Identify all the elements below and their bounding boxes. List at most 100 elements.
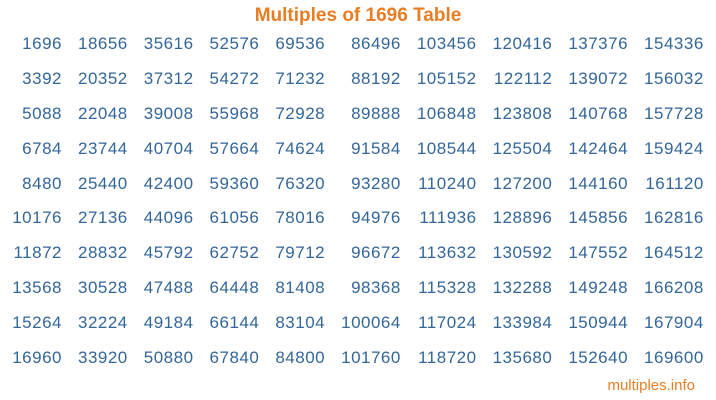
multiple-cell: 72928 xyxy=(275,103,326,123)
multiple-cell: 16960 xyxy=(12,347,62,367)
multiple-cell: 147552 xyxy=(568,243,629,263)
multiple-cell: 30528 xyxy=(77,277,128,297)
multiple-cell: 106848 xyxy=(416,103,477,123)
multiple-cell: 152640 xyxy=(568,347,629,367)
multiple-cell: 50880 xyxy=(143,347,194,367)
multiple-cell: 169600 xyxy=(644,347,704,367)
multiple-cell: 164512 xyxy=(644,243,704,263)
multiple-cell: 40704 xyxy=(143,138,194,158)
multiple-cell: 79712 xyxy=(275,243,326,263)
multiple-cell: 76320 xyxy=(275,173,326,193)
multiple-cell: 162816 xyxy=(644,208,704,228)
multiple-cell: 55968 xyxy=(209,103,260,123)
table-row: 1696 18656 35616 52576 69536 86496 103456 12041… xyxy=(4,27,712,62)
multiples-table-body: 1696 18656 35616 52576 69536 86496 103456 12041… xyxy=(4,27,712,375)
table-row: 13568 30528 47488 64448 81408 98368 115328 1322… xyxy=(4,271,712,306)
multiple-cell: 71232 xyxy=(275,69,326,89)
multiple-cell: 139072 xyxy=(568,69,629,89)
multiple-cell: 144160 xyxy=(568,173,629,193)
multiple-cell: 96672 xyxy=(351,243,401,263)
multiple-cell: 150944 xyxy=(568,312,629,332)
multiple-cell: 49184 xyxy=(143,312,194,332)
multiple-cell: 20352 xyxy=(77,69,128,89)
multiple-cell: 140768 xyxy=(568,103,629,123)
multiple-cell: 154336 xyxy=(644,34,704,54)
multiple-cell: 15264 xyxy=(12,312,62,332)
multiple-cell: 42400 xyxy=(143,173,194,193)
multiple-cell: 149248 xyxy=(568,277,629,297)
page-title: Multiples of 1696 Table xyxy=(254,5,462,26)
multiple-cell: 94976 xyxy=(351,208,401,228)
multiple-cell: 123808 xyxy=(492,103,553,123)
multiple-cell: 57664 xyxy=(209,138,260,158)
multiple-cell: 132288 xyxy=(492,277,553,297)
multiples-page: Multiples of 1696 Table 1696 18656 35616 52… xyxy=(4,5,712,394)
multiple-cell: 130592 xyxy=(492,243,553,263)
multiple-cell: 74624 xyxy=(275,138,326,158)
multiple-cell: 127200 xyxy=(492,173,553,193)
multiple-cell: 128896 xyxy=(492,208,553,228)
multiple-cell: 44096 xyxy=(143,208,194,228)
multiple-cell: 86496 xyxy=(351,34,401,54)
multiple-cell: 108544 xyxy=(416,138,477,158)
multiple-cell: 88192 xyxy=(351,69,401,89)
multiple-cell: 83104 xyxy=(275,312,326,332)
multiple-cell: 91584 xyxy=(351,138,401,158)
multiple-cell: 110240 xyxy=(418,173,477,193)
multiple-cell: 81408 xyxy=(275,277,326,297)
multiple-cell: 67840 xyxy=(209,347,260,367)
multiple-cell: 54272 xyxy=(209,69,260,89)
site-link[interactable]: multiples.info xyxy=(607,377,695,394)
multiple-cell: 1696 xyxy=(22,34,62,54)
multiple-cell: 111936 xyxy=(419,208,477,228)
multiple-cell: 98368 xyxy=(351,277,401,297)
multiple-cell: 142464 xyxy=(568,138,629,158)
multiple-cell: 25440 xyxy=(77,173,128,193)
multiple-cell: 32224 xyxy=(77,312,128,332)
multiple-cell: 156032 xyxy=(644,69,704,89)
multiple-cell: 118720 xyxy=(418,347,477,367)
multiple-cell: 166208 xyxy=(644,277,704,297)
multiple-cell: 18656 xyxy=(77,34,128,54)
multiple-cell: 100064 xyxy=(341,312,401,332)
multiple-cell: 62752 xyxy=(209,243,260,263)
multiple-cell: 59360 xyxy=(209,173,260,193)
multiple-cell: 66144 xyxy=(209,312,260,332)
multiple-cell: 101760 xyxy=(341,347,401,367)
multiple-cell: 61056 xyxy=(209,208,260,228)
multiple-cell: 145856 xyxy=(568,208,629,228)
multiple-cell: 167904 xyxy=(644,312,704,332)
multiple-cell: 52576 xyxy=(209,34,260,54)
multiple-cell: 105152 xyxy=(416,69,477,89)
multiple-cell: 10176 xyxy=(12,208,62,228)
multiple-cell: 47488 xyxy=(143,277,194,297)
multiple-cell: 6784 xyxy=(22,138,62,158)
table-row: 8480 25440 42400 59360 76320 93280 110240 12720… xyxy=(4,166,712,201)
table-row: 16960 33920 50880 67840 84800 101760 118720 135… xyxy=(4,340,712,375)
multiple-cell: 115328 xyxy=(418,277,477,297)
multiple-cell: 39008 xyxy=(143,103,194,123)
table-row: 6784 23744 40704 57664 74624 91584 108544 12550… xyxy=(4,131,712,166)
multiple-cell: 3392 xyxy=(22,69,62,89)
multiple-cell: 93280 xyxy=(351,173,401,193)
multiple-cell: 125504 xyxy=(492,138,553,158)
multiple-cell: 89888 xyxy=(351,103,401,123)
multiples-table: 1696 18656 35616 52576 69536 86496 103456 12041… xyxy=(4,27,712,375)
multiple-cell: 27136 xyxy=(77,208,128,228)
multiple-cell: 8480 xyxy=(22,173,62,193)
table-row: 5088 22048 39008 55968 72928 89888 106848 12380… xyxy=(4,97,712,132)
multiple-cell: 78016 xyxy=(275,208,326,228)
multiple-cell: 45792 xyxy=(143,243,194,263)
multiple-cell: 23744 xyxy=(77,138,128,158)
table-row: 11872 28832 45792 62752 79712 96672 113632 1305… xyxy=(4,236,712,271)
table-row: 3392 20352 37312 54272 71232 88192 105152 12211… xyxy=(4,62,712,97)
multiple-cell: 122112 xyxy=(493,69,553,89)
multiple-cell: 22048 xyxy=(77,103,128,123)
multiple-cell: 135680 xyxy=(492,347,553,367)
multiple-cell: 157728 xyxy=(644,103,704,123)
multiple-cell: 84800 xyxy=(275,347,326,367)
multiple-cell: 11872 xyxy=(13,243,62,263)
multiple-cell: 5088 xyxy=(22,103,62,123)
multiple-cell: 117024 xyxy=(418,312,477,332)
multiple-cell: 33920 xyxy=(77,347,128,367)
